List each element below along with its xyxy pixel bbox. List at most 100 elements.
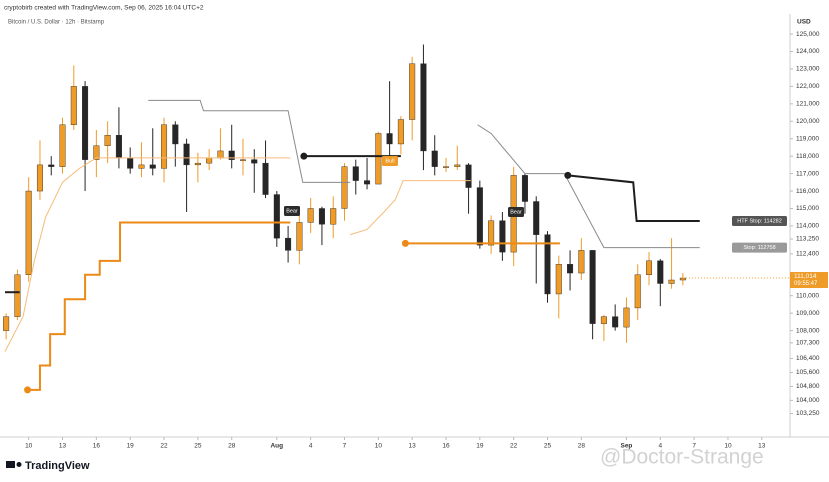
y-tick-label: 122,000 [796,83,820,90]
y-tick-label: 104,000 [796,397,820,404]
candle-body [14,274,21,317]
candle-body [499,220,506,253]
candle-body [657,260,664,284]
x-tick-label: 4 [309,443,313,450]
indicator-line [4,157,291,352]
candle-body [3,316,10,331]
x-tick-label: 13 [59,443,67,450]
candle-body [442,166,449,168]
signal-box [284,206,300,216]
x-tick-label: 16 [93,443,101,450]
y-tick-label: 104,800 [796,383,820,390]
plot [3,44,790,394]
candle-body [70,86,77,125]
candle-body [262,162,269,195]
y-tick-label: 123,000 [796,66,820,73]
candle-body [544,234,551,295]
candle-body [115,135,122,159]
indicator-line [27,221,291,391]
candle-body [251,159,258,164]
header: cryptobirb created with TradingView.com,… [4,5,204,12]
candle-body [239,159,246,161]
y-tick-label: 114,000 [796,223,819,230]
watermark: @Doctor-Strange [600,446,764,469]
stop-label-box [732,242,787,253]
y-tick-label: 112,400 [796,251,819,258]
signal-label: Bull [385,158,394,164]
chart-title: Bitcoin / U.S. Dollar · 12h · Bitstamp [8,20,105,26]
y-tick-label: 107,300 [796,340,820,347]
y-tick-label: 125,000 [796,31,820,38]
candle-body [386,133,393,145]
candle-body [465,164,472,188]
candle-body [59,124,66,167]
x-tick-label: 19 [127,443,135,450]
candle-body [521,175,528,202]
candle-body [555,264,562,295]
candle-body [420,63,427,152]
stop-label: Stop: 112758 [743,245,775,251]
x-tick-label: 13 [758,443,766,450]
candle-body [217,150,224,159]
indicator-line [349,180,471,236]
x-tick-label: 4 [658,443,662,450]
brand-logo: TradingView [6,460,90,472]
candle-body [589,250,596,324]
candle-body [533,201,540,235]
y-tick-label: 109,000 [796,310,820,317]
countdown-label: 09:55:47 [794,281,818,287]
x-tick-label: Sep [620,443,632,450]
brand: TradingView [25,460,90,472]
candle-body [296,222,303,251]
candle-body [206,157,213,164]
y-tick-label: 116,000 [796,188,819,195]
x-tick-label: 19 [476,443,484,450]
candle-body [488,220,495,246]
signal-label: Bear [510,209,522,215]
x-tick-label: 28 [578,443,586,450]
candle-body [36,164,43,192]
candle-body [634,274,641,309]
y-tick-label: 117,000 [796,170,819,177]
last-price-label: 111,014 [794,273,817,280]
y-tick-label: 110,000 [796,292,819,299]
candle-body [431,150,438,167]
candle-body [93,145,100,160]
candle-body [161,124,168,169]
x-tick-label: 10 [375,443,383,450]
candle-body [352,166,359,181]
indicator-line [477,124,700,249]
x-tick-label: 10 [25,443,33,450]
x-tick-label: 13 [409,443,417,450]
candle-body [82,86,89,160]
candle-body [623,307,630,328]
x-tick-label: 7 [343,443,347,450]
indicator-dot [24,386,32,394]
candle-body [397,119,404,145]
y-tick-label: 119,000 [796,135,819,142]
y-tick-label: 124,000 [796,48,820,55]
candle-body [578,250,585,274]
x-tick-label: 28 [228,443,236,450]
candle-body [138,164,145,169]
signal-label: Bear [286,208,298,214]
indicator-line [567,174,700,223]
candle-body [172,124,179,145]
x-tick-label: 16 [442,443,450,450]
y-tick-label: 103,250 [796,410,820,417]
indicator-dot [401,239,409,247]
x-tick-label: 22 [160,443,168,450]
x-tick-label: 22 [510,443,518,450]
y-tick-label: 108,000 [796,327,820,334]
candle-body [318,208,325,225]
candle-body [25,190,32,275]
candle-body [454,164,461,167]
candle-body [307,208,314,223]
candle-body [668,279,675,284]
indicator-line [148,99,351,183]
x-tick-label: 7 [692,443,696,450]
signal-box [382,156,398,166]
candle-body [409,63,416,120]
candle-body [600,316,607,324]
